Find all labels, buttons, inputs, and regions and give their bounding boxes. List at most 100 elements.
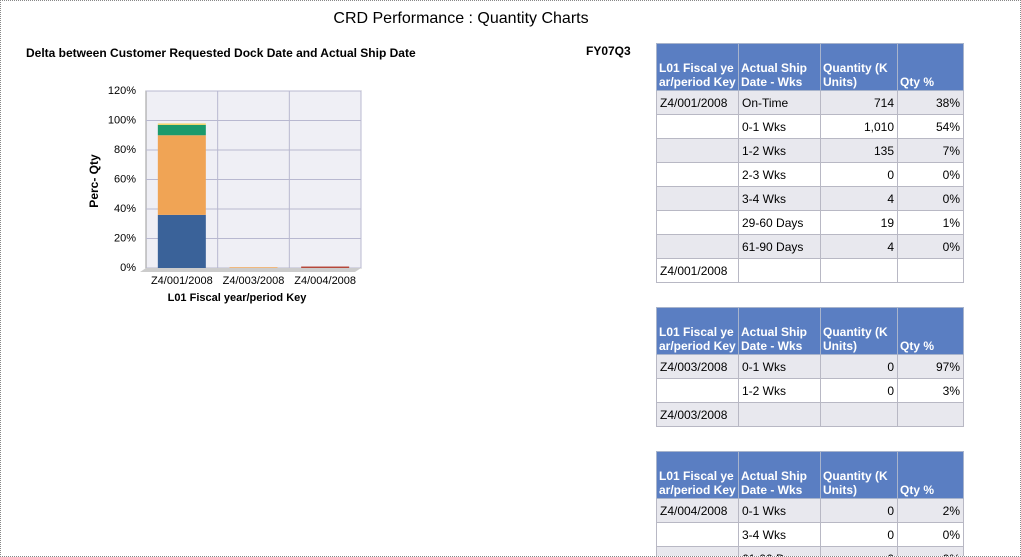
- bar-segment: [157, 123, 206, 125]
- table-cell: Z4/001/2008: [656, 258, 739, 283]
- table-cell: 0-1 Wks: [738, 498, 821, 523]
- table-cell: 0%: [897, 546, 964, 556]
- table-cell: 3%: [897, 378, 964, 403]
- table-cell: 0%: [897, 162, 964, 187]
- table-cell: 2%: [897, 498, 964, 523]
- table-cell: 1-2 Wks: [738, 378, 821, 403]
- table-cell: [656, 186, 739, 211]
- y-tick-label: 60%: [114, 173, 136, 185]
- column-header: Quantity (K Units): [820, 451, 898, 499]
- table-cell: 7%: [897, 138, 964, 163]
- table-row: Z4/003/2008 0-1 Wks 0 97%: [656, 354, 964, 379]
- table-cell: 0: [820, 354, 898, 379]
- table-cell: [820, 402, 898, 427]
- column-header: L01 Fiscal year/period Key: [656, 307, 739, 355]
- plot-floor: [140, 268, 361, 272]
- table-cell: 0: [820, 378, 898, 403]
- column-header: L01 Fiscal year/period Key: [656, 451, 739, 499]
- y-tick-label: 0%: [120, 262, 136, 274]
- table-cell: Z4/004/2008: [656, 498, 739, 523]
- table-cell: 714: [820, 90, 898, 115]
- x-tick-label: Z4/003/2008: [223, 275, 285, 287]
- table-cell: [656, 114, 739, 139]
- quantity-table: L01 Fiscal year/period Key Actual Ship Da…: [656, 451, 964, 556]
- table-row: 3-4 Wks 4 0%: [656, 186, 964, 211]
- table-cell: [656, 234, 739, 259]
- column-header: Actual Ship Date - Wks: [738, 307, 821, 355]
- y-tick-label: 120%: [108, 85, 136, 97]
- table-row: 2-3 Wks 0 0%: [656, 162, 964, 187]
- bar-segment: [157, 135, 206, 215]
- bar-segment: [157, 214, 206, 268]
- table-row: Z4/001/2008: [656, 258, 964, 283]
- x-axis-label: L01 Fiscal year/period Key: [168, 292, 308, 304]
- table-cell: 0: [820, 522, 898, 547]
- x-tick-label: Z4/001/2008: [151, 275, 213, 287]
- table-row: 3-4 Wks 0 0%: [656, 522, 964, 547]
- table-cell: 4: [820, 234, 898, 259]
- table-cell: 0: [820, 498, 898, 523]
- table-cell: 0%: [897, 522, 964, 547]
- table-cell: [820, 258, 898, 283]
- table-cell: [656, 210, 739, 235]
- table-cell: 0%: [897, 234, 964, 259]
- column-header: Actual Ship Date - Wks: [738, 43, 821, 91]
- bar-segment: [229, 267, 278, 268]
- table-cell: 135: [820, 138, 898, 163]
- chart: L01 Fiscal year/period Key Perc- Qty 0% 2…: [87, 85, 362, 304]
- bar-segment: [301, 266, 350, 268]
- table-cell: 97%: [897, 354, 964, 379]
- table-cell: 3-4 Wks: [738, 522, 821, 547]
- table-cell: [656, 138, 739, 163]
- table-row: 1-2 Wks 135 7%: [656, 138, 964, 163]
- y-tick-label: 40%: [114, 203, 136, 215]
- y-tick-label: 20%: [114, 232, 136, 244]
- table-cell: 61-90 Days: [738, 546, 821, 556]
- header-row: L01 Fiscal year/period Key Actual Ship Da…: [656, 451, 964, 499]
- table-cell: [738, 258, 821, 283]
- table-cell: Z4/003/2008: [656, 354, 739, 379]
- column-header: Qty %: [897, 43, 964, 91]
- table-row: Z4/001/2008 On-Time 714 38%: [656, 90, 964, 115]
- column-header: L01 Fiscal year/period Key: [656, 43, 739, 91]
- period-label: FY07Q3: [586, 44, 631, 58]
- report-title: CRD Performance : Quantity Charts: [333, 10, 589, 27]
- column-header: Actual Ship Date - Wks: [738, 451, 821, 499]
- column-header: Quantity (K Units): [820, 307, 898, 355]
- y-tick-label: 80%: [114, 144, 136, 156]
- table-row: Z4/004/2008 0-1 Wks 0 2%: [656, 498, 964, 523]
- table-cell: 1-2 Wks: [738, 138, 821, 163]
- header-row: L01 Fiscal year/period Key Actual Ship Da…: [656, 307, 964, 355]
- table-row: Z4/003/2008: [656, 402, 964, 427]
- column-header: Qty %: [897, 307, 964, 355]
- table-cell: 61-90 Days: [738, 234, 821, 259]
- table-cell: Z4/001/2008: [656, 90, 739, 115]
- table-cell: [656, 546, 739, 556]
- table-cell: 0%: [897, 186, 964, 211]
- table-cell: 0: [820, 162, 898, 187]
- table-cell: Z4/003/2008: [656, 402, 739, 427]
- table-row: 61-90 Days00%: [656, 546, 964, 556]
- table-cell: [738, 402, 821, 427]
- chart-title: Delta between Customer Requested Dock Da…: [26, 46, 416, 60]
- x-tick-label: Z4/004/2008: [294, 275, 356, 287]
- y-tick-label: 100%: [108, 114, 136, 126]
- table-cell: 0-1 Wks: [738, 354, 821, 379]
- table-row: 0-1 Wks 1,010 54%: [656, 114, 964, 139]
- header-row: L01 Fiscal year/period Key Actual Ship Da…: [656, 43, 964, 91]
- table-row: 29-60 Days 19 1%: [656, 210, 964, 235]
- table-cell: [656, 378, 739, 403]
- table-row: 61-90 Days 4 0%: [656, 234, 964, 259]
- table-cell: 2-3 Wks: [738, 162, 821, 187]
- table-cell: [897, 402, 964, 427]
- table-cell: 38%: [897, 90, 964, 115]
- bar-segment: [157, 124, 206, 136]
- table-cell: [656, 522, 739, 547]
- column-header: Quantity (K Units): [820, 43, 898, 91]
- table-cell: 4: [820, 186, 898, 211]
- table-cell: 0: [820, 546, 898, 556]
- table-cell: 54%: [897, 114, 964, 139]
- y-axis-label: Perc- Qty: [87, 154, 101, 208]
- quantity-table: L01 Fiscal year/period Key Actual Ship Da…: [656, 43, 964, 283]
